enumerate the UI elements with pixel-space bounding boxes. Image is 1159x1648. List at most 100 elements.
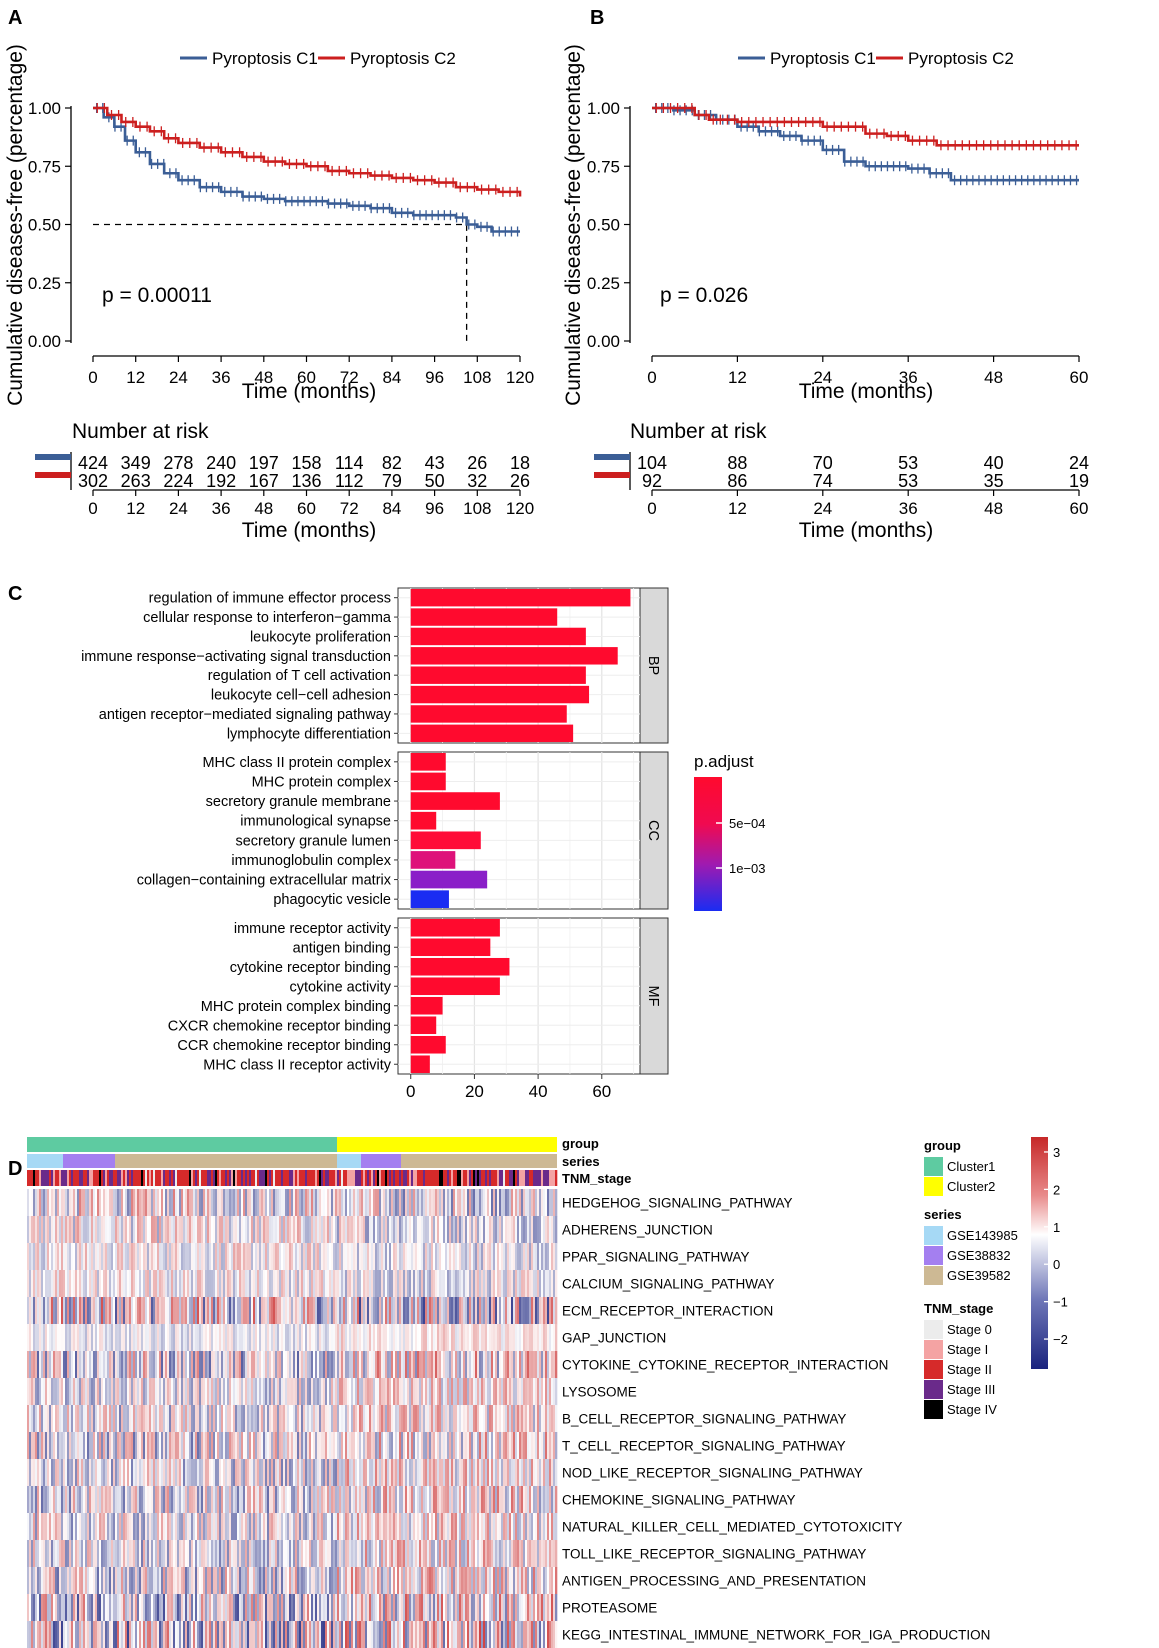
heatmap-cell — [297, 1189, 300, 1217]
heatmap-cell — [327, 1189, 330, 1217]
heatmap-cell — [399, 1216, 402, 1244]
heatmap-cell — [429, 1432, 432, 1460]
heatmap-cell — [117, 1486, 120, 1514]
heatmap-cell — [483, 1459, 486, 1487]
heatmap-cell — [379, 1459, 382, 1487]
annot-stage-cell — [409, 1170, 412, 1186]
heatmap-cell — [275, 1297, 278, 1325]
heatmap-cell — [239, 1216, 242, 1244]
heatmap-cell — [347, 1432, 350, 1460]
heatmap-cell — [203, 1189, 206, 1217]
heatmap-cell — [355, 1243, 358, 1271]
heatmap-cell — [469, 1243, 472, 1271]
heatmap-cell — [243, 1405, 246, 1433]
heatmap-cell — [185, 1486, 188, 1514]
heatmap-cell — [63, 1297, 66, 1325]
heatmap-cell — [163, 1594, 166, 1622]
heatmap-cell — [31, 1513, 34, 1541]
heatmap-cell — [341, 1324, 344, 1352]
heatmap-cell — [83, 1378, 86, 1406]
heatmap-cell — [163, 1459, 166, 1487]
heatmap-cell — [229, 1243, 232, 1271]
heatmap-cell — [97, 1540, 100, 1568]
heatmap-cell — [499, 1243, 502, 1271]
heatmap-cell — [357, 1405, 360, 1433]
heatmap-cell — [57, 1189, 60, 1217]
heatmap-cell — [67, 1189, 70, 1217]
heatmap-cell — [301, 1324, 304, 1352]
heatmap-cell — [185, 1297, 188, 1325]
heatmap-cell — [69, 1594, 72, 1622]
heatmap-cell — [385, 1405, 388, 1433]
annot-stage-cell — [177, 1170, 180, 1186]
heatmap-cell — [447, 1432, 450, 1460]
heatmap-cell — [309, 1324, 312, 1352]
go-x-tick-label: 0 — [406, 1082, 415, 1101]
heatmap-cell — [497, 1270, 500, 1298]
heatmap-cell — [197, 1270, 200, 1298]
heatmap-cell — [195, 1216, 198, 1244]
heatmap-cell — [135, 1297, 138, 1325]
annot-stage-cell — [329, 1170, 332, 1186]
panel-label-c: C — [8, 583, 22, 605]
heatmap-cell — [397, 1486, 400, 1514]
heatmap-cell — [231, 1513, 234, 1541]
heatmap-cell — [471, 1351, 474, 1379]
heatmap-cell — [519, 1270, 522, 1298]
heatmap-cell — [413, 1189, 416, 1217]
heatmap-cell — [251, 1243, 254, 1271]
heatmap-cell — [293, 1189, 296, 1217]
heatmap-cell — [251, 1432, 254, 1460]
heatmap-cell — [73, 1189, 76, 1217]
heatmap-cell — [283, 1486, 286, 1514]
heatmap-cell — [421, 1405, 424, 1433]
heatmap-cell — [385, 1432, 388, 1460]
heatmap-cell — [391, 1351, 394, 1379]
heatmap-cell — [319, 1540, 322, 1568]
heatmap-cell — [417, 1189, 420, 1217]
annot-stage-cell — [439, 1170, 442, 1186]
heatmap-cell — [73, 1432, 76, 1460]
heatmap-cell — [457, 1297, 460, 1325]
heatmap-cell — [383, 1270, 386, 1298]
heatmap-cell — [185, 1459, 188, 1487]
heatmap-cell — [397, 1432, 400, 1460]
heatmap-cell — [37, 1270, 40, 1298]
heatmap-cell — [157, 1567, 160, 1595]
heatmap-cell — [63, 1567, 66, 1595]
heatmap-cell — [523, 1270, 526, 1298]
heatmap-cell — [455, 1243, 458, 1271]
heatmap-cell — [533, 1216, 536, 1244]
heatmap-cell — [515, 1567, 518, 1595]
heatmap-cell — [149, 1540, 152, 1568]
heatmap-cell — [275, 1243, 278, 1271]
heatmap-cell — [369, 1189, 372, 1217]
heatmap-cell — [91, 1486, 94, 1514]
heatmap-cell — [509, 1351, 512, 1379]
heatmap-cell — [351, 1243, 354, 1271]
heatmap-cell — [323, 1486, 326, 1514]
heatmap-cell — [131, 1486, 134, 1514]
heatmap-cell — [461, 1189, 464, 1217]
heatmap-cell — [143, 1216, 146, 1244]
heatmap-cell — [59, 1270, 62, 1298]
heatmap-cell — [241, 1297, 244, 1325]
heatmap-cell — [259, 1324, 262, 1352]
heatmap-cell — [61, 1378, 64, 1406]
heatmap-cell — [401, 1378, 404, 1406]
heatmap-cell — [279, 1594, 282, 1622]
heatmap-cell — [57, 1486, 60, 1514]
heatmap-cell — [175, 1459, 178, 1487]
heatmap-cell — [191, 1513, 194, 1541]
heatmap-cell — [369, 1513, 372, 1541]
heatmap-cell — [411, 1243, 414, 1271]
heatmap-cell — [79, 1405, 82, 1433]
heatmap-cell — [373, 1567, 376, 1595]
heatmap-cell — [243, 1513, 246, 1541]
heatmap-cell — [465, 1297, 468, 1325]
heatmap-cell — [197, 1540, 200, 1568]
heatmap-cell — [147, 1189, 150, 1217]
heatmap-cell — [515, 1405, 518, 1433]
heatmap-cell — [473, 1513, 476, 1541]
heatmap-cell — [365, 1486, 368, 1514]
